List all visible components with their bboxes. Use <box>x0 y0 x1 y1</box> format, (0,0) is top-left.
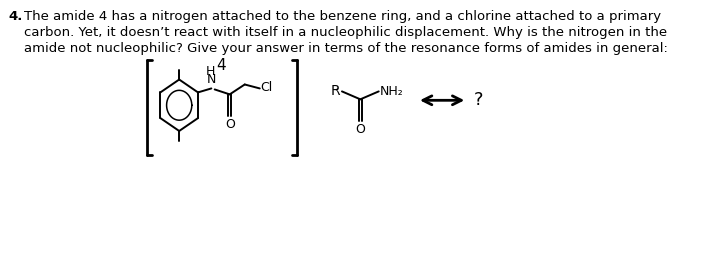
Text: O: O <box>356 123 365 136</box>
Text: N: N <box>207 74 216 86</box>
Text: The amide 4 has a nitrogen attached to the benzene ring, and a chlorine attached: The amide 4 has a nitrogen attached to t… <box>24 10 661 23</box>
Text: NH₂: NH₂ <box>380 85 403 98</box>
Text: carbon. Yet, it doesn’t react with itself in a nucleophilic displacement. Why is: carbon. Yet, it doesn’t react with itsel… <box>24 26 667 39</box>
Text: 4.: 4. <box>8 10 23 23</box>
Text: amide not nucleophilic? Give your answer in terms of the resonance forms of amid: amide not nucleophilic? Give your answer… <box>24 42 668 55</box>
Text: O: O <box>225 118 234 131</box>
Text: H: H <box>206 65 215 78</box>
Text: R: R <box>331 84 340 98</box>
Text: 4: 4 <box>216 58 226 73</box>
Text: ?: ? <box>474 91 484 109</box>
Text: Cl: Cl <box>261 81 273 94</box>
